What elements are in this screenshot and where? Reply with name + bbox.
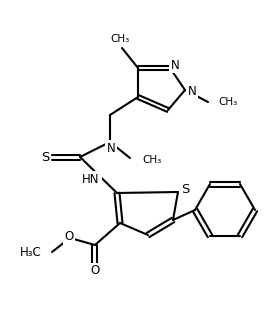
Text: O: O [90, 265, 100, 277]
Text: N: N [107, 141, 116, 155]
Text: S: S [41, 150, 49, 164]
Text: O: O [64, 230, 74, 244]
Text: H₃C: H₃C [20, 245, 42, 259]
Text: N: N [170, 59, 179, 71]
Text: CH₃: CH₃ [142, 155, 161, 165]
Text: CH₃: CH₃ [218, 97, 237, 107]
Text: CH₃: CH₃ [110, 34, 130, 44]
Text: HN: HN [82, 172, 100, 186]
Text: N: N [188, 84, 196, 98]
Text: S: S [181, 182, 189, 196]
